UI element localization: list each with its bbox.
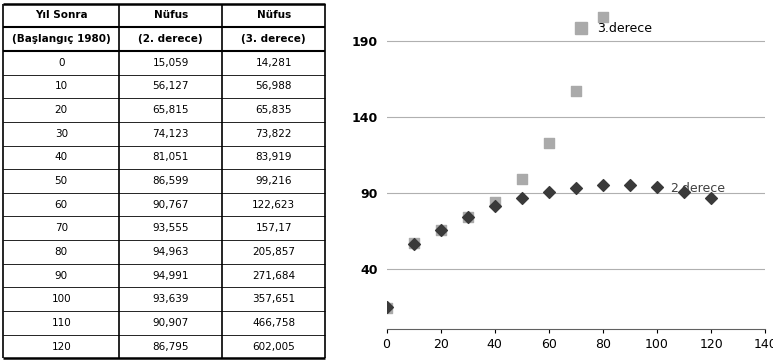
Point [570, 88, 582, 94]
Text: 466,758: 466,758 [252, 318, 295, 328]
Text: 30: 30 [55, 129, 68, 139]
Text: 100: 100 [52, 294, 71, 304]
Text: Nüfus: Nüfus [154, 10, 188, 20]
Point [651, 185, 663, 190]
Text: 15,059: 15,059 [152, 58, 189, 68]
Legend: 3.derece: 3.derece [564, 17, 657, 40]
Point [461, 215, 474, 220]
Point [597, 14, 609, 20]
Text: 20: 20 [55, 105, 68, 115]
Text: 56,988: 56,988 [256, 81, 292, 91]
Text: 93,555: 93,555 [152, 223, 189, 233]
Point [489, 203, 501, 209]
Point [516, 195, 528, 201]
Text: 81,051: 81,051 [152, 152, 189, 162]
Point [380, 304, 393, 310]
Text: (3. derece): (3. derece) [241, 34, 306, 44]
Point [570, 185, 582, 190]
Text: 50: 50 [55, 176, 68, 186]
Text: 122,623: 122,623 [252, 200, 295, 210]
Text: 65,835: 65,835 [256, 105, 292, 115]
Text: 80: 80 [55, 247, 68, 257]
Text: 90: 90 [55, 271, 68, 281]
Point [543, 189, 555, 195]
Text: 14,281: 14,281 [256, 58, 292, 68]
Point [434, 227, 447, 232]
Text: Nüfus: Nüfus [257, 10, 291, 20]
Text: 60: 60 [55, 200, 68, 210]
Point [624, 182, 636, 188]
Text: 99,216: 99,216 [256, 176, 292, 186]
Text: Yıl Sonra: Yıl Sonra [35, 10, 87, 20]
Text: 2.derece: 2.derece [671, 182, 726, 195]
Point [489, 199, 501, 205]
Point [516, 176, 528, 182]
Point [434, 227, 447, 232]
Text: 157,17: 157,17 [256, 223, 292, 233]
Text: 0: 0 [58, 58, 64, 68]
Point [461, 214, 474, 220]
Point [407, 240, 420, 246]
Point [407, 241, 420, 247]
Text: 70: 70 [55, 223, 68, 233]
Text: 94,963: 94,963 [152, 247, 189, 257]
Point [543, 140, 555, 146]
Text: 56,127: 56,127 [152, 81, 189, 91]
Text: 93,639: 93,639 [152, 294, 189, 304]
Text: 86,795: 86,795 [152, 342, 189, 352]
Text: (Başlangıç 1980): (Başlangıç 1980) [12, 34, 111, 44]
Text: 90,907: 90,907 [152, 318, 189, 328]
Text: 271,684: 271,684 [252, 271, 295, 281]
Text: 120: 120 [51, 342, 71, 352]
Point [678, 189, 690, 194]
Text: (2. derece): (2. derece) [138, 34, 203, 44]
Text: 86,599: 86,599 [152, 176, 189, 186]
Text: 602,005: 602,005 [252, 342, 295, 352]
Text: 205,857: 205,857 [252, 247, 295, 257]
Text: 73,822: 73,822 [256, 129, 292, 139]
Text: 10: 10 [55, 81, 68, 91]
Text: 90,767: 90,767 [152, 200, 189, 210]
Text: 83,919: 83,919 [256, 152, 292, 162]
Text: 110: 110 [51, 318, 71, 328]
Text: 65,815: 65,815 [152, 105, 189, 115]
Point [705, 195, 717, 201]
Text: 357,651: 357,651 [252, 294, 295, 304]
Point [597, 182, 609, 188]
Text: 94,991: 94,991 [152, 271, 189, 281]
Text: 74,123: 74,123 [152, 129, 189, 139]
Point [380, 305, 393, 311]
Text: 40: 40 [55, 152, 68, 162]
